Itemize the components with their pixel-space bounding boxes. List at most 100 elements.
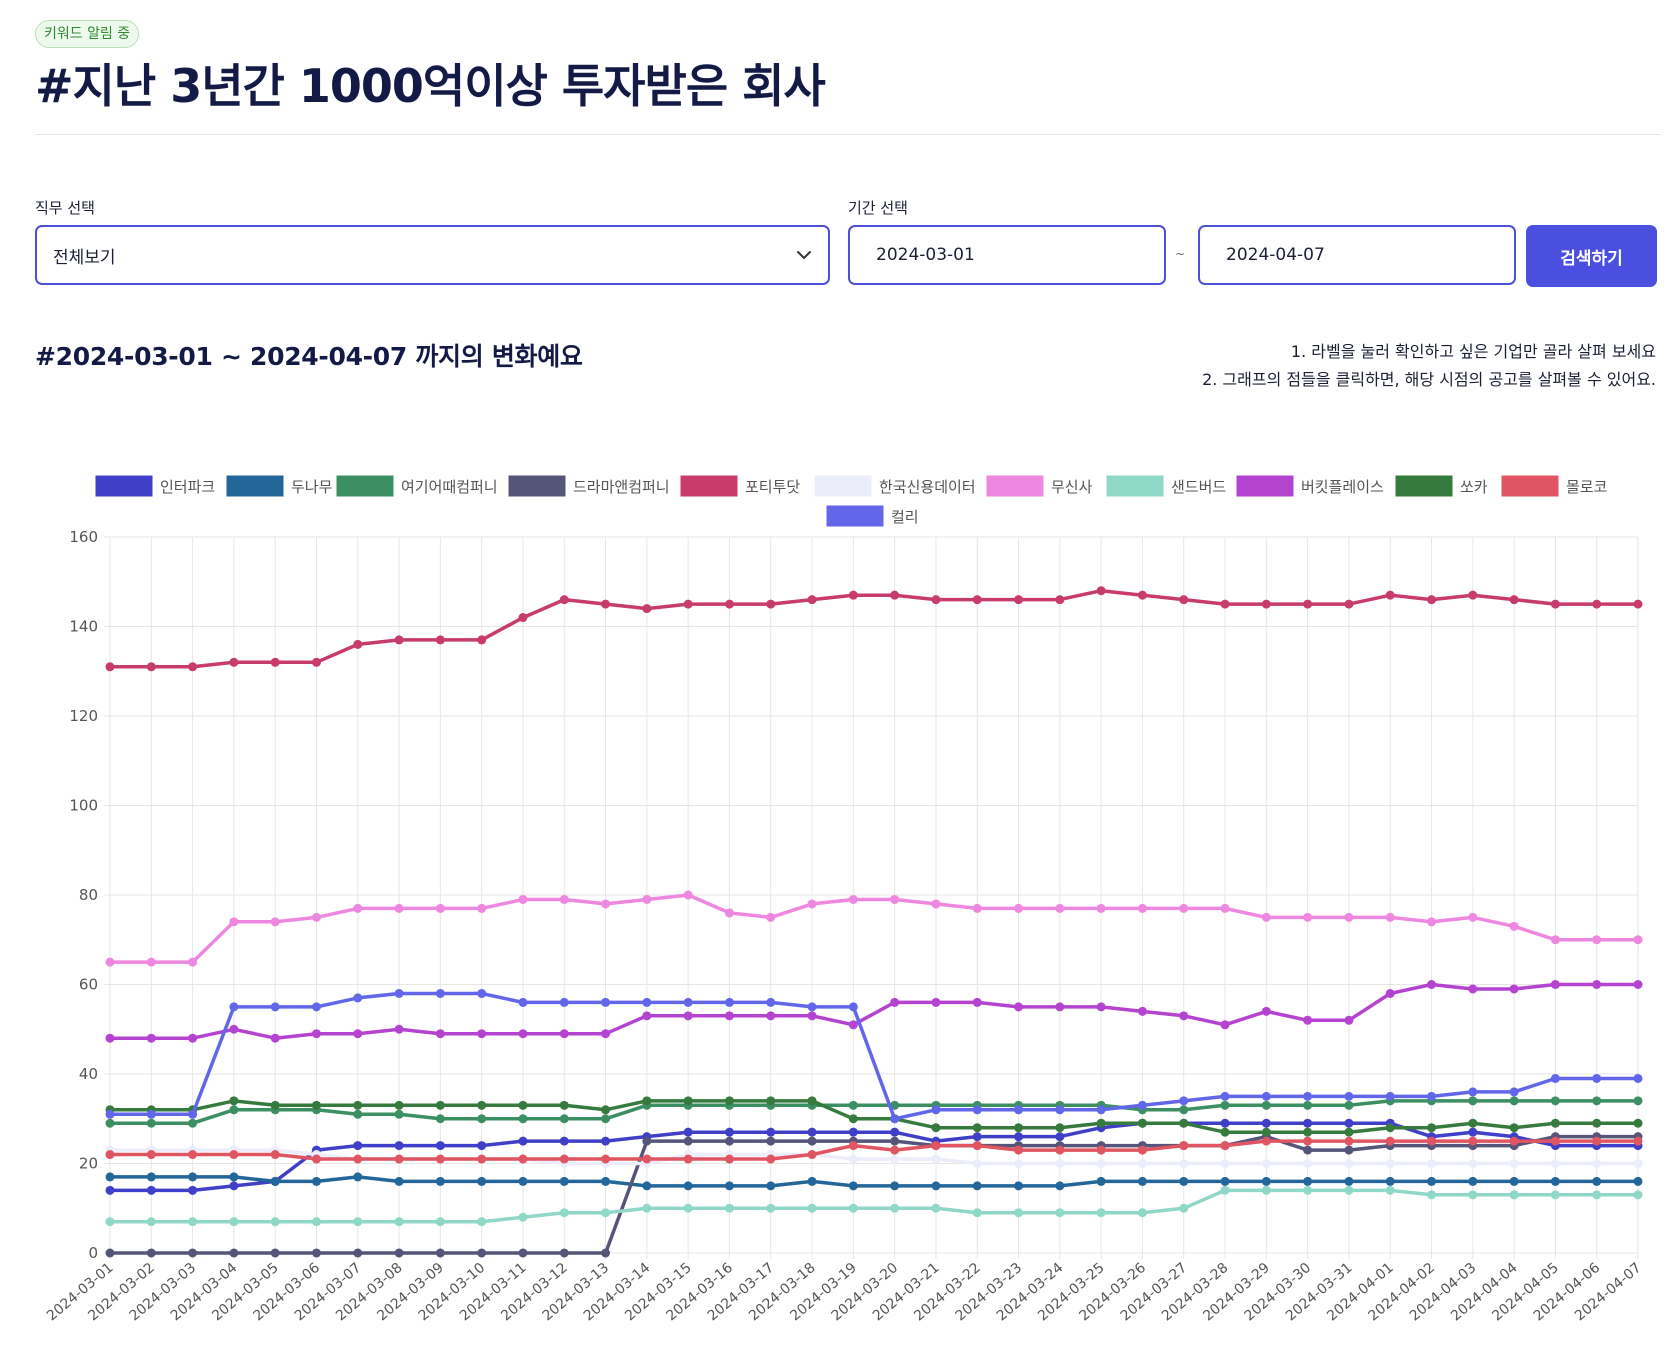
data-point[interactable]	[270, 1150, 280, 1160]
data-point[interactable]	[146, 1150, 156, 1160]
data-point[interactable]	[1592, 1159, 1602, 1168]
data-point[interactable]	[518, 1154, 528, 1164]
data-point[interactable]	[807, 1127, 817, 1137]
data-point[interactable]	[683, 1136, 693, 1146]
data-point[interactable]	[270, 1217, 280, 1227]
data-point[interactable]	[559, 1136, 569, 1146]
data-point[interactable]	[766, 997, 776, 1007]
data-point[interactable]	[1344, 1127, 1354, 1137]
data-point[interactable]	[1261, 1159, 1271, 1168]
data-point[interactable]	[972, 1105, 982, 1115]
data-point[interactable]	[1303, 1159, 1313, 1168]
data-point[interactable]	[1014, 1145, 1024, 1155]
data-point[interactable]	[1303, 1145, 1313, 1155]
data-point[interactable]	[724, 1136, 734, 1146]
data-point[interactable]	[518, 1248, 528, 1258]
data-point[interactable]	[890, 590, 900, 600]
data-point[interactable]	[559, 1154, 569, 1164]
data-point[interactable]	[1344, 599, 1354, 609]
data-point[interactable]	[1303, 1118, 1313, 1128]
data-point[interactable]	[972, 1208, 982, 1218]
data-point[interactable]	[1261, 1136, 1271, 1146]
data-point[interactable]	[1427, 1176, 1437, 1186]
data-point[interactable]	[477, 1154, 487, 1164]
data-point[interactable]	[1633, 1096, 1643, 1106]
data-point[interactable]	[1385, 1136, 1395, 1146]
data-point[interactable]	[642, 604, 652, 614]
data-point[interactable]	[1468, 1159, 1478, 1168]
data-point[interactable]	[1220, 599, 1230, 609]
data-point[interactable]	[270, 1176, 280, 1186]
data-point[interactable]	[1014, 1159, 1024, 1168]
data-point[interactable]	[105, 1172, 115, 1182]
legend-item[interactable]: 두나무	[226, 475, 333, 497]
data-point[interactable]	[807, 1136, 817, 1146]
data-point[interactable]	[435, 903, 445, 913]
data-point[interactable]	[931, 595, 941, 605]
data-point[interactable]	[1468, 1127, 1478, 1137]
data-point[interactable]	[601, 599, 611, 609]
data-point[interactable]	[848, 894, 858, 904]
data-point[interactable]	[311, 912, 321, 922]
data-point[interactable]	[1633, 599, 1643, 609]
data-point[interactable]	[353, 1141, 363, 1151]
data-point[interactable]	[642, 1096, 652, 1106]
data-point[interactable]	[353, 1029, 363, 1039]
data-point[interactable]	[972, 997, 982, 1007]
data-point[interactable]	[1220, 1100, 1230, 1110]
data-point[interactable]	[270, 1033, 280, 1043]
data-point[interactable]	[477, 1176, 487, 1186]
data-point[interactable]	[1179, 595, 1189, 605]
legend-item[interactable]: 드라마앤컴퍼니	[508, 475, 670, 497]
data-point[interactable]	[105, 1185, 115, 1195]
data-point[interactable]	[683, 890, 693, 900]
data-point[interactable]	[766, 1011, 776, 1021]
data-point[interactable]	[1137, 1208, 1147, 1218]
data-point[interactable]	[394, 988, 404, 998]
data-point[interactable]	[724, 1181, 734, 1191]
data-point[interactable]	[1014, 595, 1024, 605]
data-point[interactable]	[353, 1248, 363, 1258]
data-point[interactable]	[477, 1114, 487, 1124]
data-point[interactable]	[1550, 935, 1560, 945]
data-point[interactable]	[146, 957, 156, 967]
data-point[interactable]	[146, 1118, 156, 1128]
data-point[interactable]	[1385, 1185, 1395, 1195]
data-point[interactable]	[724, 1203, 734, 1213]
data-point[interactable]	[1592, 1118, 1602, 1128]
data-point[interactable]	[188, 1172, 198, 1182]
data-point[interactable]	[642, 1136, 652, 1146]
data-point[interactable]	[1633, 1136, 1643, 1146]
data-point[interactable]	[1055, 1123, 1065, 1133]
data-point[interactable]	[683, 599, 693, 609]
data-point[interactable]	[1427, 917, 1437, 927]
data-point[interactable]	[229, 1150, 239, 1160]
data-point[interactable]	[848, 1141, 858, 1151]
data-point[interactable]	[1303, 1127, 1313, 1137]
data-point[interactable]	[188, 1033, 198, 1043]
data-point[interactable]	[601, 1176, 611, 1186]
data-point[interactable]	[1633, 1118, 1643, 1128]
data-point[interactable]	[601, 1029, 611, 1039]
data-point[interactable]	[477, 1248, 487, 1258]
data-point[interactable]	[146, 1172, 156, 1182]
data-point[interactable]	[1261, 1176, 1271, 1186]
data-point[interactable]	[1179, 1159, 1189, 1168]
data-point[interactable]	[435, 1029, 445, 1039]
data-point[interactable]	[1550, 1096, 1560, 1106]
data-point[interactable]	[229, 1105, 239, 1115]
data-point[interactable]	[1633, 1190, 1643, 1200]
data-point[interactable]	[1509, 1087, 1519, 1097]
data-point[interactable]	[229, 1096, 239, 1106]
data-point[interactable]	[229, 917, 239, 927]
data-point[interactable]	[1303, 599, 1313, 609]
data-point[interactable]	[270, 657, 280, 667]
data-point[interactable]	[1179, 1176, 1189, 1186]
data-point[interactable]	[518, 613, 528, 623]
data-point[interactable]	[601, 1208, 611, 1218]
data-point[interactable]	[642, 1203, 652, 1213]
data-point[interactable]	[1427, 1091, 1437, 1101]
data-point[interactable]	[890, 1154, 900, 1164]
data-point[interactable]	[1385, 1176, 1395, 1186]
data-point[interactable]	[188, 1248, 198, 1258]
